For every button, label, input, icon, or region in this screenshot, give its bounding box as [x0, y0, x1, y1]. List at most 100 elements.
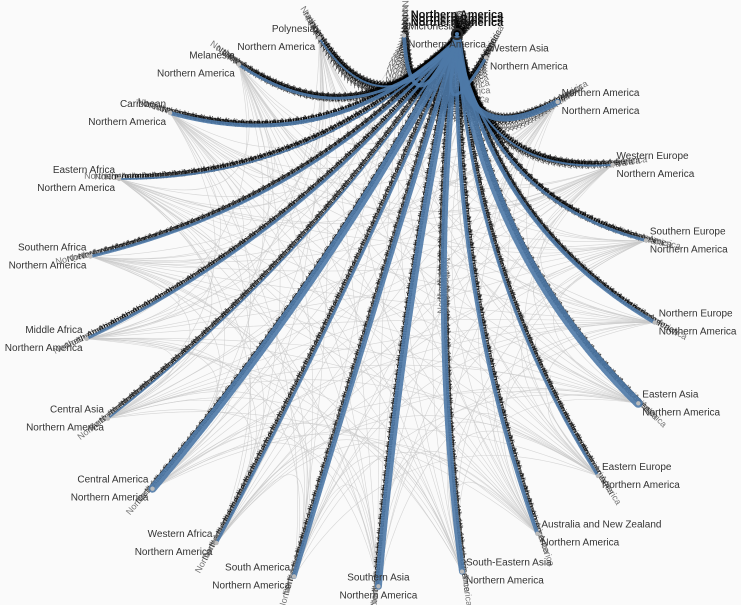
- mesh-label: Northern America: [435, 230, 446, 300]
- background-arc: [118, 178, 463, 572]
- background-arc: [293, 37, 329, 577]
- background-arc: [403, 35, 646, 241]
- mesh-label: Northern America: [435, 215, 446, 285]
- background-arc: [545, 322, 655, 477]
- node-eastern-europe[interactable]: [595, 473, 601, 479]
- node-polynesia[interactable]: [317, 35, 322, 41]
- region-label: Caribbean: [120, 99, 166, 110]
- background-arc: [107, 321, 655, 419]
- background-arc: [216, 442, 538, 544]
- background-arc: [90, 64, 274, 263]
- node-western-europe[interactable]: [610, 162, 615, 167]
- node-central-america[interactable]: [150, 486, 155, 491]
- node-caribbean[interactable]: [167, 110, 173, 116]
- region-secondary-label: Northern America: [135, 547, 213, 558]
- background-arc: [169, 112, 639, 404]
- region-label: Southern Europe: [650, 227, 726, 238]
- background-arc: [118, 178, 599, 477]
- background-arc: [152, 164, 613, 489]
- background-arc: [86, 37, 323, 340]
- background-arc: [238, 37, 331, 170]
- node-southern-africa[interactable]: [88, 254, 93, 259]
- background-arc: [118, 178, 538, 534]
- background-arc: [90, 256, 305, 577]
- node-south-america[interactable]: [291, 574, 297, 579]
- background-arc: [398, 35, 463, 572]
- background-arc: [86, 338, 257, 544]
- background-arc: [118, 178, 646, 249]
- region-secondary-label: Northern America: [237, 42, 315, 53]
- region-secondary-label: Northern America: [408, 40, 486, 51]
- background-arc: [216, 322, 655, 544]
- region-secondary-label: Northern America: [642, 407, 720, 418]
- node-western-africa[interactable]: [214, 540, 219, 546]
- region-secondary-label: Northern America: [339, 590, 417, 601]
- node-australia-and-new-zealand[interactable]: [535, 531, 540, 536]
- background-arc: [318, 37, 639, 404]
- background-arc: [152, 428, 599, 489]
- background-arc: [498, 101, 646, 251]
- background-arc: [90, 178, 222, 268]
- node-middle-africa[interactable]: [84, 336, 89, 341]
- background-arc: [216, 64, 281, 544]
- hub-label: Northern America: [411, 17, 504, 29]
- background-arc: [293, 164, 613, 577]
- background-arc: [107, 37, 320, 419]
- region-label: Polynesia: [272, 24, 316, 35]
- background-arc: [216, 387, 639, 544]
- background-arc: [86, 101, 558, 340]
- region-label: Southern Africa: [18, 243, 87, 254]
- mesh-label: Northern America: [563, 157, 633, 168]
- background-arc: [152, 422, 311, 577]
- node-southern-europe[interactable]: [643, 238, 649, 243]
- mesh-label: Northern America: [94, 170, 164, 181]
- background-arc: [293, 484, 379, 587]
- node-northern-europe[interactable]: [652, 320, 657, 325]
- region-label: Eastern Asia: [642, 389, 699, 400]
- background-arc: [216, 415, 599, 544]
- background-arc: [318, 37, 558, 159]
- region-secondary-label: Northern America: [26, 423, 104, 434]
- background-arc: [107, 399, 252, 544]
- background-arc: [449, 164, 613, 572]
- region-secondary-label: Northern America: [650, 245, 728, 256]
- background-arc: [86, 164, 613, 340]
- region-secondary-label: Northern America: [5, 343, 83, 354]
- region-secondary-label: Northern America: [602, 480, 680, 491]
- node-southern-asia[interactable]: [376, 584, 381, 589]
- region-label: Western Europe: [617, 151, 690, 162]
- region-label: Eastern Europe: [602, 462, 672, 473]
- background-arc: [90, 112, 244, 265]
- region-label: Western Asia: [490, 44, 549, 55]
- background-arc: [446, 101, 558, 572]
- background-arc: [86, 64, 248, 340]
- background-arc: [86, 338, 463, 572]
- region-secondary-label: Northern America: [157, 69, 235, 80]
- node-south-eastern-asia[interactable]: [459, 569, 465, 574]
- node-eastern-africa[interactable]: [116, 176, 122, 182]
- node-northern-america[interactable]: [555, 99, 560, 105]
- region-secondary-label: Northern America: [71, 493, 149, 504]
- background-arc: [107, 35, 405, 419]
- background-arc: [459, 57, 599, 477]
- region-label: South America: [225, 563, 290, 574]
- background-arc: [479, 57, 646, 241]
- background-arc: [152, 101, 558, 489]
- region-label: Western Africa: [148, 529, 213, 540]
- node-melanesia[interactable]: [236, 62, 241, 67]
- background-arc: [107, 409, 379, 587]
- background-arc: [107, 379, 599, 477]
- background-arc: [378, 240, 647, 587]
- node-western-asia[interactable]: [483, 55, 489, 60]
- mesh-label: Northern America: [436, 187, 448, 257]
- background-arc: [90, 256, 191, 419]
- background-arc: [216, 101, 558, 544]
- node-eastern-asia[interactable]: [636, 401, 641, 406]
- region-label: Northern America: [562, 88, 640, 99]
- region-label: Australia and New Zealand: [541, 520, 661, 531]
- node-central-asia[interactable]: [105, 416, 111, 421]
- background-arc: [86, 337, 639, 404]
- region-secondary-label: Northern America: [88, 117, 166, 128]
- node-micronesia[interactable]: [401, 33, 407, 38]
